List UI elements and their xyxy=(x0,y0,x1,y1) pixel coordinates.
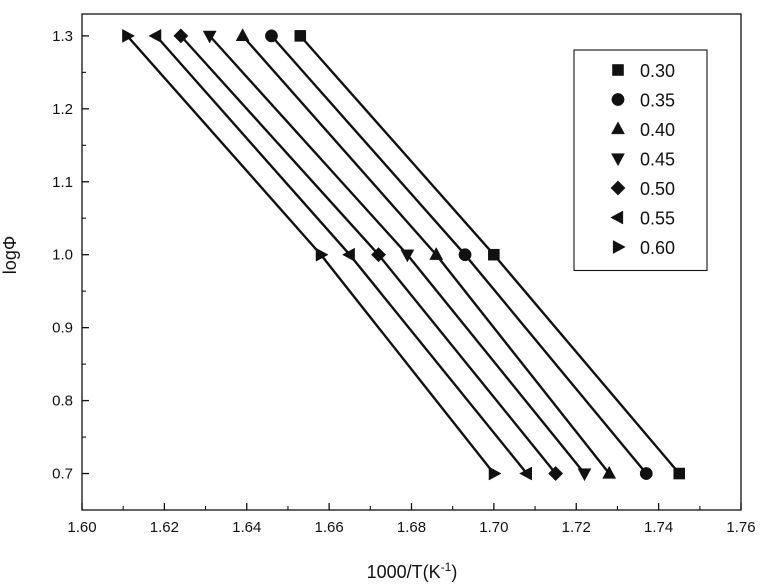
series-0.45 xyxy=(202,30,592,482)
data-point xyxy=(673,467,685,480)
legend-marker xyxy=(611,153,625,167)
data-point xyxy=(148,28,162,43)
data-point xyxy=(602,465,617,479)
data-point xyxy=(519,466,532,481)
data-point xyxy=(488,466,502,481)
legend-label: 0.45 xyxy=(640,150,675,170)
x-tick-label: 1.64 xyxy=(232,519,261,536)
x-tick-label: 1.72 xyxy=(562,519,591,536)
data-point xyxy=(202,30,217,44)
series-0.40 xyxy=(235,28,617,479)
data-point xyxy=(235,28,250,42)
series-group xyxy=(122,28,685,482)
legend-box xyxy=(573,49,708,272)
x-tick-label: 1.68 xyxy=(397,519,426,536)
x-tick-label: 1.74 xyxy=(644,519,673,536)
x-axis-title: 1000/T(K-1) xyxy=(367,560,458,582)
y-tick-label: 1.3 xyxy=(52,28,73,45)
y-tick-label: 0.9 xyxy=(52,320,73,337)
x-tick-label: 1.70 xyxy=(479,519,508,536)
x-axis-title-text: 1000/T(K xyxy=(367,562,441,582)
y-tick-label: 1.0 xyxy=(52,247,73,264)
y-tick-label: 1.2 xyxy=(52,101,73,118)
legend-marker xyxy=(611,121,625,135)
x-tick-label: 1.66 xyxy=(315,519,344,536)
data-point xyxy=(265,29,278,43)
x-tick-label: 1.76 xyxy=(726,519,755,536)
y-axis-title: logΦ xyxy=(0,236,20,274)
data-point xyxy=(400,249,415,263)
data-point xyxy=(371,247,387,263)
x-tick-label: 1.60 xyxy=(67,519,96,536)
legend-label: 0.55 xyxy=(640,209,675,229)
data-point xyxy=(342,247,355,262)
data-point xyxy=(122,28,135,43)
series-0.35 xyxy=(265,29,653,480)
data-point xyxy=(315,247,329,262)
legend-marker xyxy=(610,210,624,225)
legend-marker xyxy=(610,180,626,196)
x-axis-title-superscript: -1 xyxy=(441,560,452,574)
legend-label: 0.50 xyxy=(640,179,675,199)
legend-label: 0.60 xyxy=(640,238,675,258)
series-0.30 xyxy=(294,30,685,480)
legend-label: 0.40 xyxy=(640,120,675,140)
data-point xyxy=(577,468,592,482)
series-0.60 xyxy=(122,28,502,481)
data-point xyxy=(458,248,472,262)
legend-marker xyxy=(611,93,625,106)
data-point xyxy=(294,30,307,42)
series-0.50 xyxy=(173,28,564,482)
data-point xyxy=(488,248,500,261)
x-tick-label: 1.62 xyxy=(150,519,179,536)
y-tick-label: 0.8 xyxy=(52,393,73,410)
data-point xyxy=(639,467,653,480)
data-point xyxy=(429,247,444,260)
y-tick-label: 1.1 xyxy=(52,174,73,191)
data-point xyxy=(548,466,564,482)
y-tick-label: 0.7 xyxy=(52,466,73,483)
data-point xyxy=(173,28,189,44)
legend: 0.30 0.35 0.40 0.45 0.50 0.55 0.60 xyxy=(573,49,708,272)
legend-marker xyxy=(612,64,624,76)
legend-label: 0.30 xyxy=(640,61,675,81)
series-0.55 xyxy=(148,28,532,481)
axes-group: 1.60 1.62 1.64 1.66 1.68 1.70 1.72 1.74 1.76 0.7 0… xyxy=(52,28,755,536)
x-axis-title-end: ) xyxy=(451,562,457,582)
legend-label: 0.35 xyxy=(640,91,675,111)
legend-marker xyxy=(612,240,626,254)
